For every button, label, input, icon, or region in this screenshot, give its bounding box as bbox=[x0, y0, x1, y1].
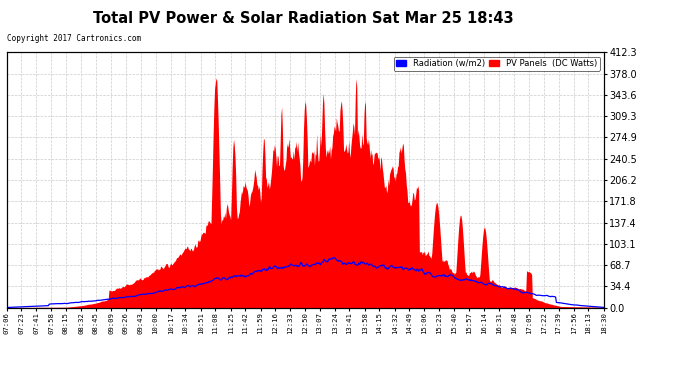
Legend: Radiation (w/m2), PV Panels  (DC Watts): Radiation (w/m2), PV Panels (DC Watts) bbox=[394, 57, 600, 70]
Text: Total PV Power & Solar Radiation Sat Mar 25 18:43: Total PV Power & Solar Radiation Sat Mar… bbox=[93, 11, 514, 26]
Text: Copyright 2017 Cartronics.com: Copyright 2017 Cartronics.com bbox=[7, 34, 141, 43]
